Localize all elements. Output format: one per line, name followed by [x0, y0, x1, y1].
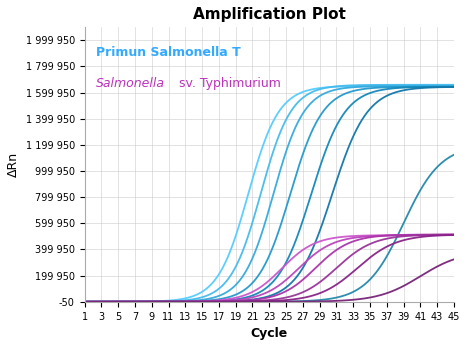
Text: sv. Typhimurium: sv. Typhimurium [175, 77, 281, 90]
Text: Primun Salmonella T: Primun Salmonella T [96, 46, 241, 59]
Y-axis label: ΔRn: ΔRn [7, 152, 20, 177]
Title: Amplification Plot: Amplification Plot [193, 7, 346, 22]
X-axis label: Cycle: Cycle [251, 327, 288, 340]
Text: Salmonella: Salmonella [96, 77, 165, 90]
